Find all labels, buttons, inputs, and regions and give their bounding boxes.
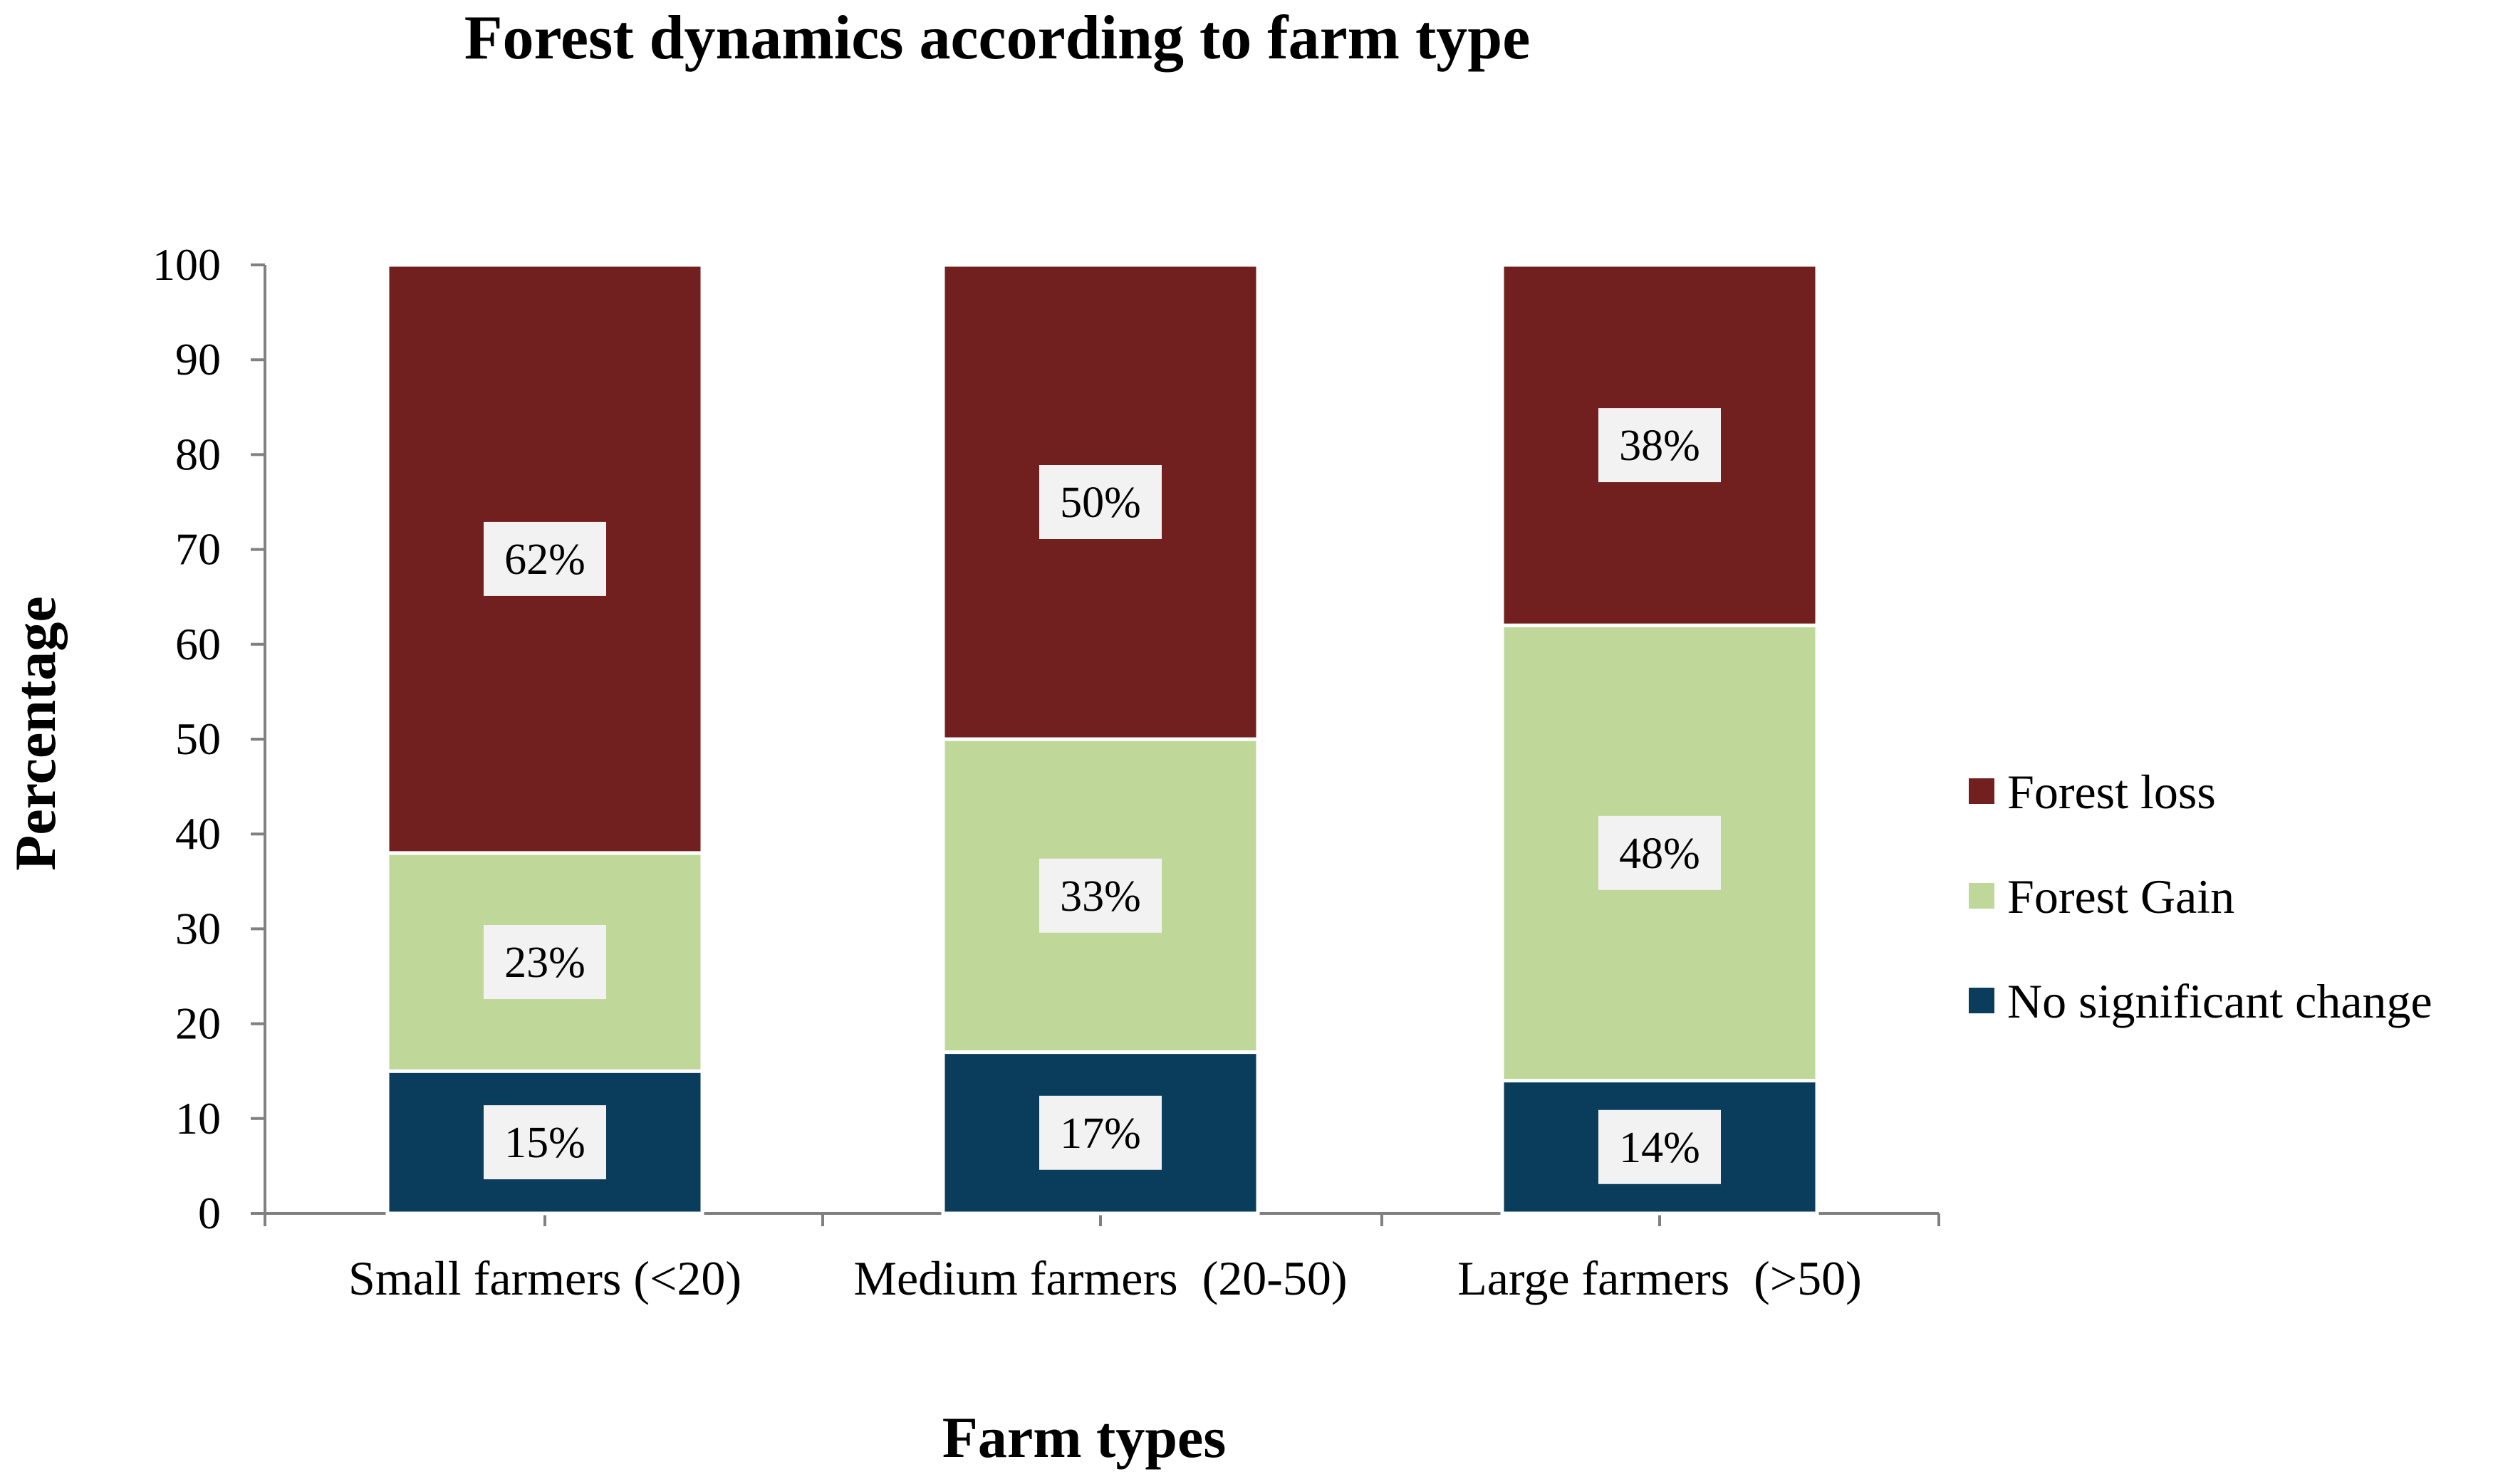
legend-swatch	[1969, 883, 1994, 909]
x-axis: Small farmers (<20) Medium farmers (20-50…	[264, 1212, 1940, 1305]
y-tick-label: 20	[175, 998, 221, 1049]
data-label-box	[1598, 1109, 1721, 1184]
bars	[385, 263, 1819, 1216]
y-tick-label: 100	[152, 239, 221, 290]
data-label: 62%	[504, 535, 585, 584]
data-label: 14%	[1619, 1124, 1700, 1172]
data-label: 33%	[1060, 872, 1141, 921]
x-axis-title: Farm types	[942, 1405, 1227, 1470]
y-tick-label: 10	[175, 1093, 221, 1144]
data-label: 23%	[504, 939, 585, 987]
y-tick-label: 90	[175, 334, 221, 385]
y-tick-label: 80	[175, 429, 221, 479]
data-label-box	[1039, 858, 1162, 933]
data-label-box	[1598, 408, 1721, 483]
legend-swatch	[1969, 778, 1994, 804]
legend-swatch	[1969, 988, 1994, 1013]
data-label: 48%	[1619, 830, 1700, 878]
data-label: 50%	[1060, 479, 1141, 527]
y-tick-label: 70	[175, 524, 221, 575]
data-label-box	[1598, 815, 1721, 890]
y-tick-label: 30	[175, 903, 221, 953]
data-label-box	[484, 1105, 606, 1180]
data-labels: 15% 23% 62% 17% 33% 50% 14% 48% 38%	[484, 408, 1721, 1184]
y-axis: 0 10 20 30 40 50 60 70 80 90 100	[152, 239, 266, 1238]
data-label-box	[484, 521, 606, 596]
x-category-label: Large farmers (>50)	[1457, 1251, 1862, 1305]
data-label: 15%	[504, 1119, 585, 1167]
legend-label: Forest loss	[2007, 765, 2216, 819]
legend-label: Forest Gain	[2007, 869, 2234, 924]
data-label-box	[484, 925, 606, 1000]
y-axis-title: Percentage	[3, 596, 68, 871]
x-category-label: Small farmers (<20)	[348, 1251, 741, 1305]
data-label: 38%	[1619, 422, 1700, 470]
x-category-label: Medium farmers (20-50)	[853, 1251, 1347, 1305]
y-tick-label: 50	[175, 714, 221, 764]
legend-label: No significant change	[2007, 974, 2432, 1028]
data-label-box	[1039, 465, 1162, 539]
chart-title: Forest dynamics according to farm type	[464, 4, 1531, 73]
y-tick-label: 40	[175, 808, 221, 859]
data-label: 17%	[1060, 1109, 1141, 1158]
y-tick-label: 60	[175, 619, 221, 669]
legend: Forest loss Forest Gain No significant cha…	[1969, 765, 2432, 1028]
data-label-box	[1039, 1095, 1162, 1170]
y-tick-label: 0	[198, 1188, 221, 1238]
